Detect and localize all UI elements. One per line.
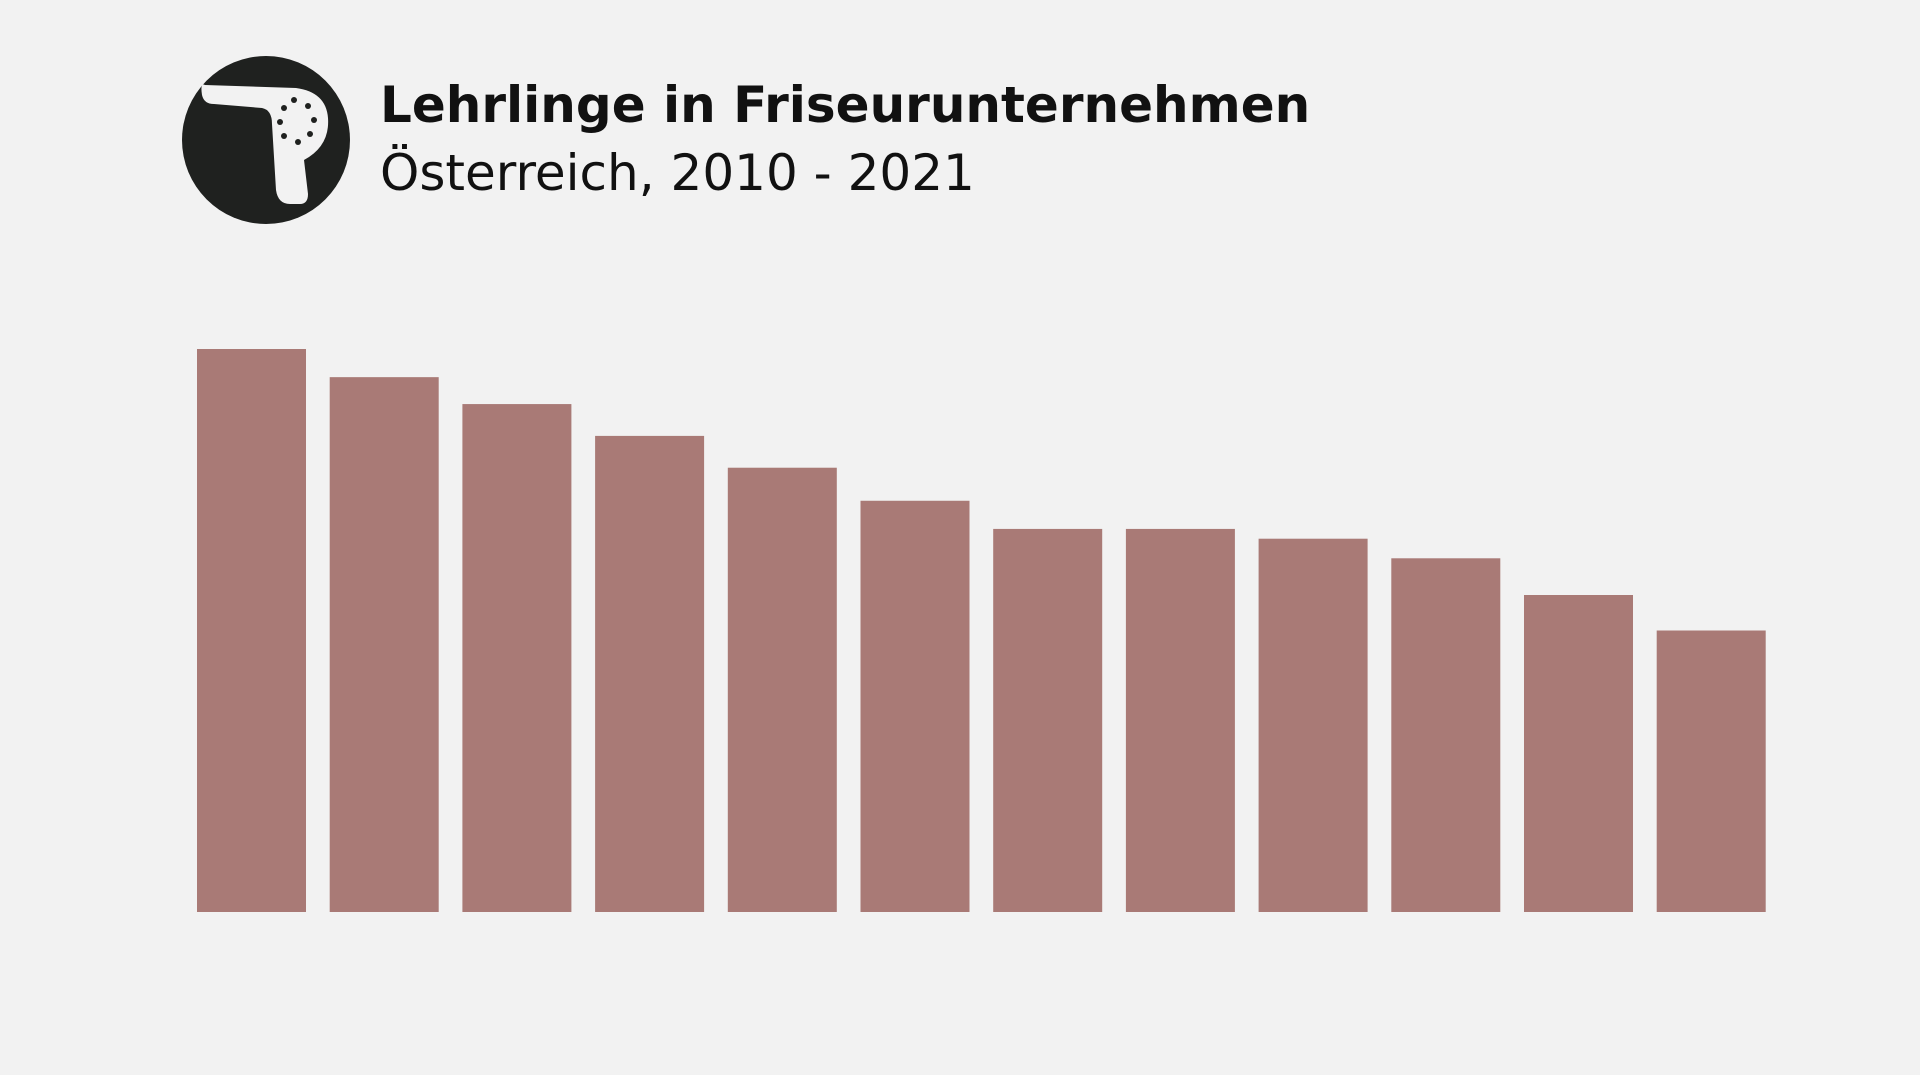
- bar: [1656, 630, 1766, 912]
- bar: [727, 467, 837, 912]
- bar: [993, 528, 1103, 912]
- bar: [1391, 558, 1501, 912]
- bar: [1125, 528, 1235, 912]
- bar: [860, 500, 970, 912]
- bar: [1524, 595, 1633, 912]
- chart-subtitle: Österreich, 2010 - 2021: [380, 144, 975, 202]
- bar: [462, 404, 572, 912]
- bar: [197, 349, 306, 912]
- chart-title: Lehrlinge in Friseurunternehmen: [380, 76, 1310, 134]
- bar: [595, 435, 705, 912]
- icon: [182, 56, 350, 224]
- bar: [1258, 538, 1368, 912]
- bar: [329, 377, 439, 912]
